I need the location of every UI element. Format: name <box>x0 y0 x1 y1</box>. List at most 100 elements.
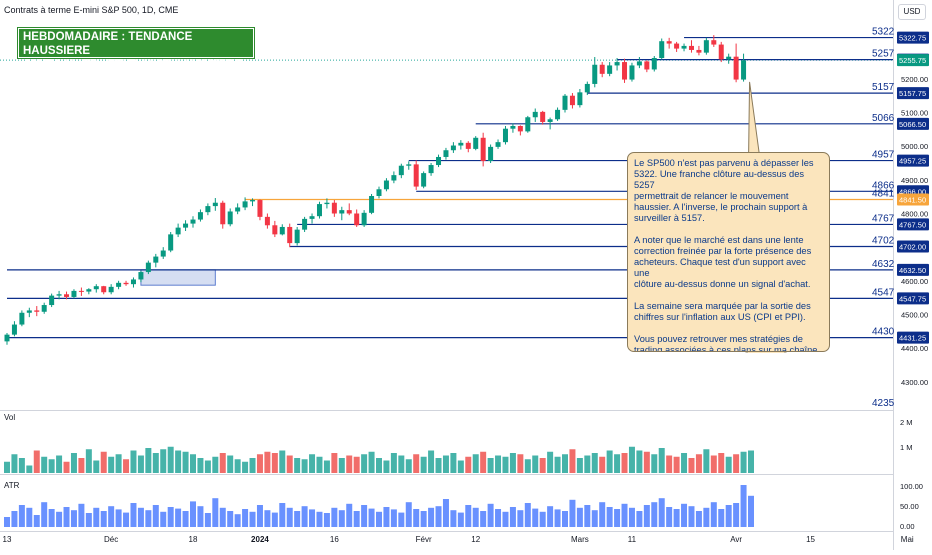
candle-body <box>569 95 575 106</box>
atr-bar <box>442 499 449 527</box>
atr-bar <box>145 510 152 527</box>
volume-bar <box>368 451 375 473</box>
candle-body <box>436 156 442 166</box>
volume-bar <box>502 456 509 473</box>
candle-body <box>547 119 553 122</box>
volume-bar <box>93 460 100 473</box>
trend-box: HEBDOMADAIRE : TENDANCE HAUSSIERE JOURNA… <box>17 27 255 71</box>
atr-bar <box>710 502 717 527</box>
volume-bar <box>56 455 63 473</box>
candle-body <box>644 61 650 70</box>
volume-bar <box>480 451 487 473</box>
volume-bar <box>4 461 10 473</box>
volume-bar <box>651 454 658 473</box>
candle-body <box>562 95 568 110</box>
atr-bar <box>740 485 747 527</box>
candle-body <box>123 282 129 285</box>
volume-bar <box>576 458 583 473</box>
annotation-callout[interactable]: Le SP500 n'est pas parvenu à dépasser le… <box>627 152 830 352</box>
candle-body <box>443 150 449 157</box>
volume-bar <box>428 450 435 473</box>
volume-bar <box>264 451 271 473</box>
candle-body <box>510 126 516 129</box>
volume-bar <box>197 458 204 473</box>
volume-bar <box>614 454 621 473</box>
atr-bar <box>11 511 18 527</box>
atr-bar <box>428 507 435 527</box>
volume-bar <box>584 455 591 473</box>
atr-bar <box>123 512 130 527</box>
time-axis-tick: Mai <box>901 535 914 544</box>
atr-bar <box>420 511 427 527</box>
atr-bar <box>175 508 182 527</box>
volume-bar <box>673 456 680 473</box>
candle-body <box>183 223 189 228</box>
volume-bar <box>562 454 568 473</box>
annotation-line: La semaine sera marquée par la sortie de… <box>634 301 811 311</box>
atr-bar <box>748 495 754 527</box>
atr-bar <box>18 505 25 527</box>
atr-bar <box>651 502 658 527</box>
volume-bar <box>509 453 516 473</box>
volume-bar <box>748 450 754 473</box>
annotation-line: Vous pouvez retrouver mes stratégies de <box>634 334 803 344</box>
level-label: 4632 <box>872 259 895 270</box>
atr-bar <box>286 507 293 527</box>
atr-bar <box>368 508 375 527</box>
atr-bar <box>93 507 100 527</box>
annotation-paragraph: La semaine sera marquée par la sortie de… <box>634 301 823 323</box>
volume-axis-tick: 1 M <box>900 443 913 452</box>
volume-bar <box>175 450 182 473</box>
volume-bar <box>465 456 472 473</box>
atr-bar <box>309 509 316 527</box>
volume-bar <box>219 453 226 473</box>
volume-bar <box>413 454 420 473</box>
volume-bar <box>376 458 382 473</box>
atr-bar <box>242 509 249 527</box>
atr-bar <box>636 511 643 527</box>
atr-bar <box>212 498 219 527</box>
annotation-line: acheteurs. Chaque test d'un support avec… <box>634 257 806 278</box>
volume-bar <box>182 451 189 473</box>
volume-bar <box>11 454 18 473</box>
volume-bar <box>323 460 330 473</box>
atr-bar <box>495 509 502 527</box>
candle-body <box>703 40 709 53</box>
volume-bar <box>130 450 137 473</box>
candle-body <box>197 212 203 220</box>
candle-body <box>517 126 523 132</box>
candle-body <box>41 305 47 312</box>
annotation-line: Le SP500 n'est pas parvenu à dépasser le… <box>634 158 814 168</box>
volume-bar <box>643 451 650 473</box>
candle-body <box>257 200 263 217</box>
candle-body <box>398 165 404 176</box>
atr-bar <box>376 511 382 527</box>
orange-level-label: 4841 <box>872 189 895 200</box>
candle-body <box>361 212 367 226</box>
candle-body <box>130 279 136 285</box>
atr-bar <box>204 513 211 527</box>
price-axis-tick: 5200.00 <box>901 75 928 84</box>
atr-label: ATR <box>4 481 20 490</box>
atr-bar <box>450 510 457 527</box>
daily-trend-label: JOURNALIER : TENDANCE HAUSSIERE <box>23 59 243 71</box>
atr-bar <box>398 512 405 527</box>
atr-bar <box>316 511 323 527</box>
candle-body <box>19 312 25 325</box>
level-label: 5322 <box>872 27 895 38</box>
atr-bar <box>383 507 390 527</box>
atr-bar <box>733 503 740 527</box>
atr-bar <box>85 513 92 527</box>
atr-bar <box>599 502 606 527</box>
atr-bar <box>465 505 472 527</box>
candle-body <box>86 289 92 292</box>
candle-body <box>450 145 456 151</box>
atr-bar <box>480 511 487 527</box>
candle-body <box>421 173 427 187</box>
currency-button[interactable]: USD <box>898 4 926 20</box>
candle-body <box>354 213 360 226</box>
volume-bar <box>681 453 688 473</box>
candle-body <box>64 294 70 297</box>
current-price-badge <box>897 54 929 67</box>
candle-body <box>733 56 739 80</box>
